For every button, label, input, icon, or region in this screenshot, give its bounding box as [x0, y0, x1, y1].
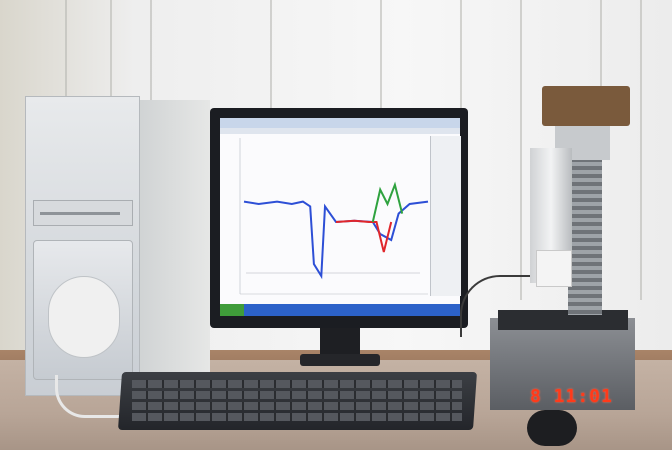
instrument-probe: [536, 250, 572, 287]
trace-red: [335, 219, 393, 253]
monitor-base: [300, 354, 380, 366]
monitor-stand: [320, 328, 360, 358]
photo-timestamp: 8 11:01: [530, 386, 613, 407]
keyboard-key-row: [132, 413, 462, 421]
instrument-base: [490, 318, 635, 410]
keyboard-key-row: [132, 391, 462, 399]
keyboard-cable: [55, 375, 138, 418]
app-side-panel: [430, 136, 461, 296]
monitor-screen: [220, 118, 460, 316]
drive-slot: [40, 212, 120, 215]
screen-plot: [220, 118, 460, 316]
app-toolbar: [220, 128, 460, 134]
pc-tower-side: [135, 100, 210, 390]
window-blind-slat: [520, 0, 522, 300]
instrument-head: [542, 86, 630, 126]
trace-green: [371, 181, 404, 223]
start-button: [220, 304, 244, 316]
instrument-cables: [460, 275, 562, 337]
instrument-knob: [527, 410, 577, 446]
window-blind-slat: [640, 0, 642, 300]
keyboard-key-row: [132, 402, 462, 410]
instrument-stage: [498, 310, 628, 330]
pc-front-oval: [48, 276, 120, 358]
taskbar: [220, 304, 460, 316]
keyboard-key-row: [132, 380, 462, 388]
trace-blue: [243, 200, 429, 280]
instrument-column: [568, 130, 602, 315]
app-menubar: [220, 118, 460, 128]
